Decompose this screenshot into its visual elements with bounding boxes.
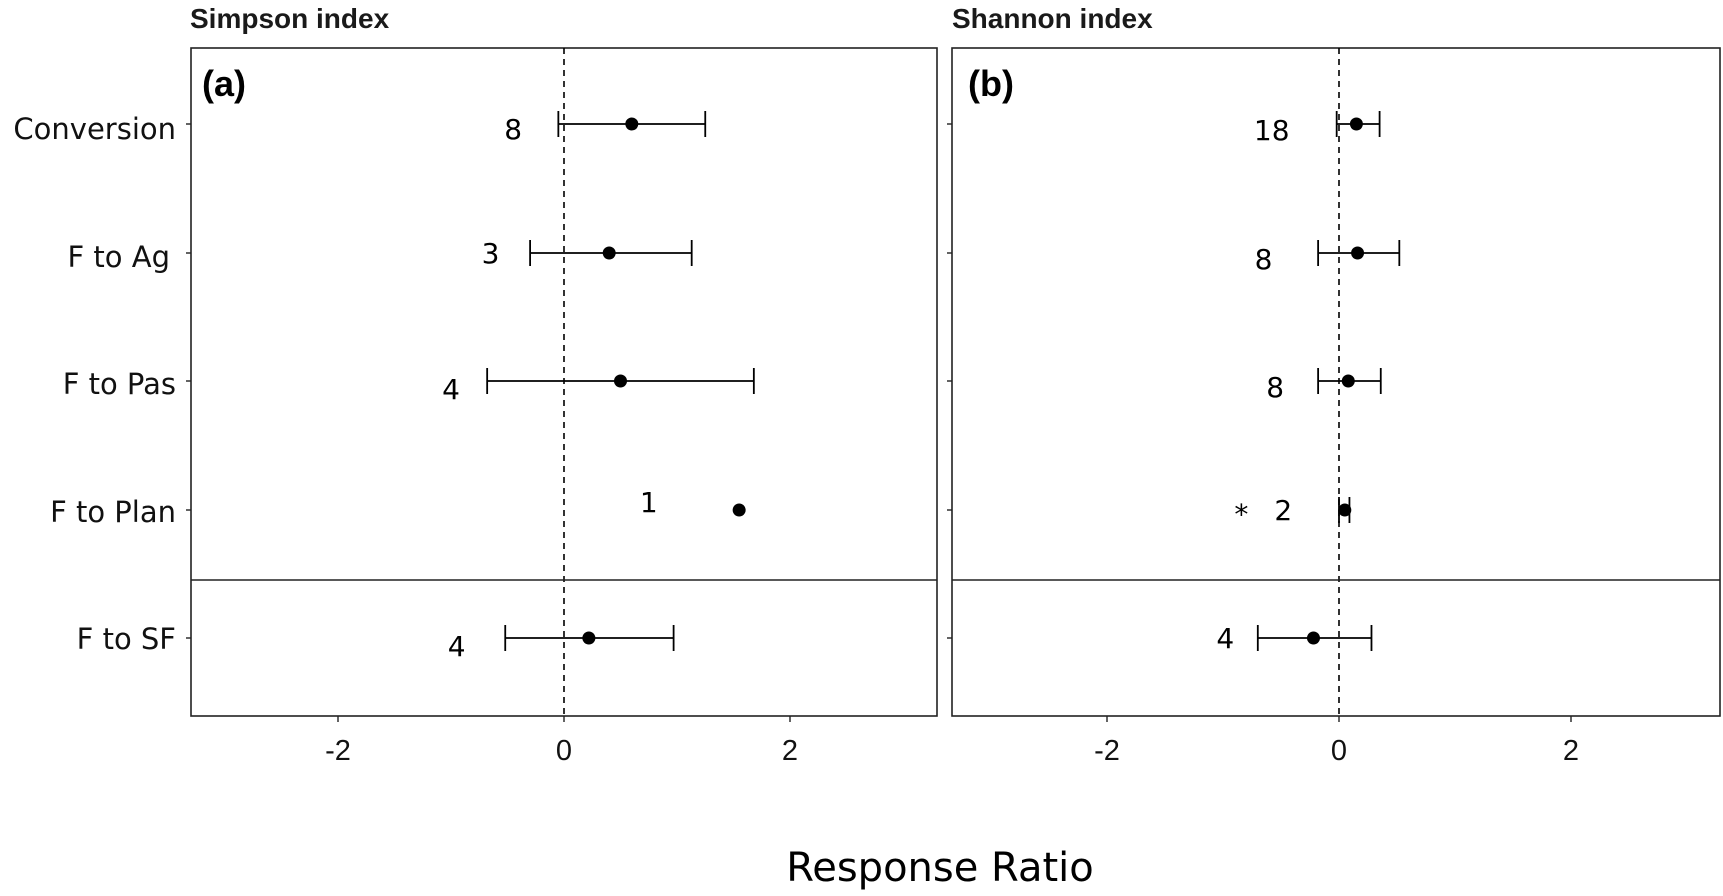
sample-size-label-conversion: 18 [1254, 114, 1290, 147]
x-axis-ticks: -2 0 2 [1094, 716, 1579, 767]
panel-frame [951, 47, 1721, 717]
sample-size-label-f-to-ag: 3 [482, 237, 500, 270]
estimate-point-f-to-sf [582, 631, 596, 645]
estimate-point-f-to-ag [1351, 246, 1365, 260]
estimate-point-f-to-pas [1341, 374, 1355, 388]
x-axis-label: Response Ratio [786, 845, 1094, 891]
estimate-point-conversion [625, 117, 639, 131]
panel-title-simpson: Simpson index [190, 3, 390, 34]
category-label-f-to-plan: F to Plan [50, 495, 176, 529]
x-tick-label: 2 [1563, 735, 1579, 767]
sample-size-label-conversion: 8 [504, 113, 522, 146]
x-tick-label: 0 [556, 735, 572, 767]
sample-size-label-f-to-plan: 2 [1274, 494, 1292, 527]
x-tick-label: -2 [325, 735, 351, 767]
sample-size-label-f-to-pas: 8 [1266, 371, 1284, 404]
panel-simpson-index: Simpson index (a) 8 3 4 1 4 -2 0 2 [186, 3, 938, 767]
panel-shannon-index: Shannon index (b) 18 8 8 2 * 4 -2 0 2 [947, 3, 1721, 767]
panel-marks: 8 3 4 1 4 [186, 48, 937, 716]
category-labels: Conversion F to Ag F to Pas F to Plan F … [13, 112, 176, 656]
sample-size-label-f-to-pas: 4 [442, 373, 460, 406]
x-tick-label: -2 [1094, 735, 1120, 767]
estimate-point-conversion [1349, 117, 1363, 131]
panel-marks: 18 8 8 2 * 4 [947, 48, 1720, 716]
estimate-point-f-to-sf [1306, 631, 1320, 645]
sample-size-label-f-to-sf: 4 [1216, 622, 1234, 655]
category-label-conversion: Conversion [13, 112, 176, 146]
sample-size-label-f-to-plan: 1 [640, 486, 658, 519]
category-label-f-to-sf: F to SF [77, 622, 176, 656]
x-axis-ticks: -2 0 2 [325, 716, 798, 767]
significance-marker-f-to-plan: * [1234, 498, 1248, 531]
sample-size-label-f-to-sf: 4 [448, 630, 466, 663]
estimate-point-f-to-plan [732, 503, 746, 517]
estimate-point-f-to-plan [1338, 503, 1352, 517]
x-tick-label: 0 [1331, 735, 1347, 767]
estimate-point-f-to-ag [602, 246, 616, 260]
panel-title-shannon: Shannon index [952, 3, 1153, 34]
panel-letter-b: (b) [968, 63, 1014, 104]
estimate-point-f-to-pas [614, 374, 627, 388]
category-label-f-to-pas: F to Pas [63, 367, 176, 401]
panel-letter-a: (a) [202, 63, 246, 104]
sample-size-label-f-to-ag: 8 [1255, 243, 1273, 276]
x-tick-label: 2 [782, 735, 798, 767]
category-label-f-to-ag: F to Ag [68, 240, 170, 274]
